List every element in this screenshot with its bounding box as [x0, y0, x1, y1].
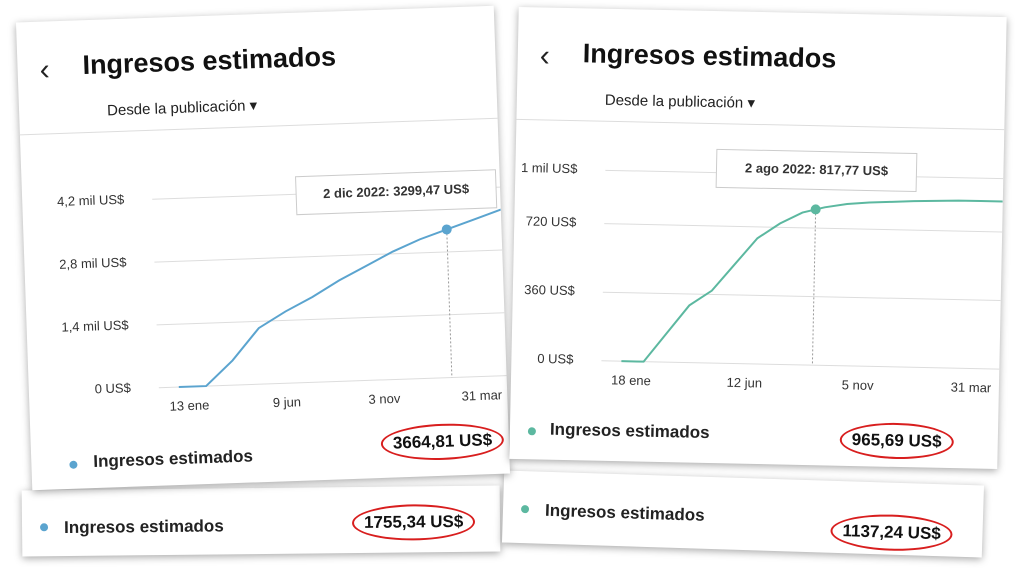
filter-label: Desde la publicación [604, 91, 744, 112]
y-tick-label: 1,4 mil US$ [61, 317, 129, 334]
legend: Ingresos estimados [549, 419, 710, 443]
legend-dot [520, 505, 530, 514]
grid-line [156, 312, 505, 326]
y-tick-label: 2,8 mil US$ [59, 255, 127, 272]
back-button[interactable]: ‹ [539, 39, 551, 73]
y-tick-label: 1 mil US$ [521, 160, 578, 176]
line [178, 208, 502, 389]
tooltip-box [715, 148, 918, 193]
back-button[interactable]: ‹ [39, 53, 51, 87]
tooltip-label: 2 dic 2022: 3299,47 US$ [323, 181, 470, 201]
total: 3664,81 US$ [380, 421, 505, 462]
grid-line [604, 223, 1003, 233]
background-card: Ingresos estimados 1137,24 US$ [501, 470, 985, 558]
title: Ingresos estimados [81, 41, 337, 81]
grid-line [158, 375, 507, 389]
line [621, 199, 1003, 363]
tooltip-marker [810, 204, 821, 215]
tooltip-marker [441, 224, 452, 235]
grid-line [602, 291, 1001, 302]
card: ‹ Ingresos estimados Desde la publicació… [509, 6, 1007, 470]
x-tick-label: 31 mar [461, 387, 503, 403]
filter-dropdown[interactable]: Desde la publicación ▾ [604, 91, 756, 112]
y-tick-label: 0 US$ [94, 380, 131, 396]
x-tick-label: 3 nov [368, 391, 401, 407]
legend: Ingresos estimados [93, 446, 254, 472]
total: 1137,24 US$ [829, 512, 954, 553]
x-tick-label: 18 ene [611, 372, 651, 388]
filter-dropdown[interactable]: Desde la publicación ▾ [106, 97, 258, 120]
x-tick-label: 31 mar [951, 380, 992, 396]
grid-line [601, 360, 1000, 370]
chart: 0 US$ 1,4 mil US$ 2,8 mil US$ 4,2 mil US$ 13… [57, 169, 507, 414]
x-tick-label: 9 jun [273, 394, 302, 410]
total: 1755,34 US$ [351, 503, 476, 542]
x-tick-label: 12 jun [726, 375, 762, 391]
y-tick-label: 360 US$ [524, 282, 576, 298]
legend-dot [527, 427, 536, 436]
y-tick-label: 4,2 mil US$ [57, 192, 125, 209]
legend-dot [40, 523, 49, 532]
legend: Ingresos estimados [544, 500, 705, 525]
background-card: Ingresos estimados 1755,34 US$ [21, 485, 501, 557]
tooltip-guide [446, 229, 453, 378]
legend: Ingresos estimados [63, 516, 224, 538]
tooltip-label: 2 ago 2022: 817,77 US$ [745, 160, 889, 178]
x-tick-label: 5 nov [842, 377, 875, 393]
title: Ingresos estimados [582, 38, 837, 74]
legend-dot [69, 460, 78, 469]
chart: 0 US$ 360 US$ 720 US$ 1 mil US$ 18 ene 12 jun… [521, 148, 1004, 396]
grid-line [154, 249, 503, 263]
y-tick-label: 720 US$ [526, 213, 578, 229]
x-tick-label: 13 ene [169, 397, 209, 413]
tooltip-box [295, 169, 498, 216]
tooltip-guide [811, 209, 817, 366]
filter-label: Desde la publicación [106, 97, 246, 120]
y-tick-label: 0 US$ [537, 351, 574, 367]
total: 965,69 US$ [839, 421, 954, 461]
card: ‹ Ingresos estimados Desde la publicació… [15, 5, 511, 491]
